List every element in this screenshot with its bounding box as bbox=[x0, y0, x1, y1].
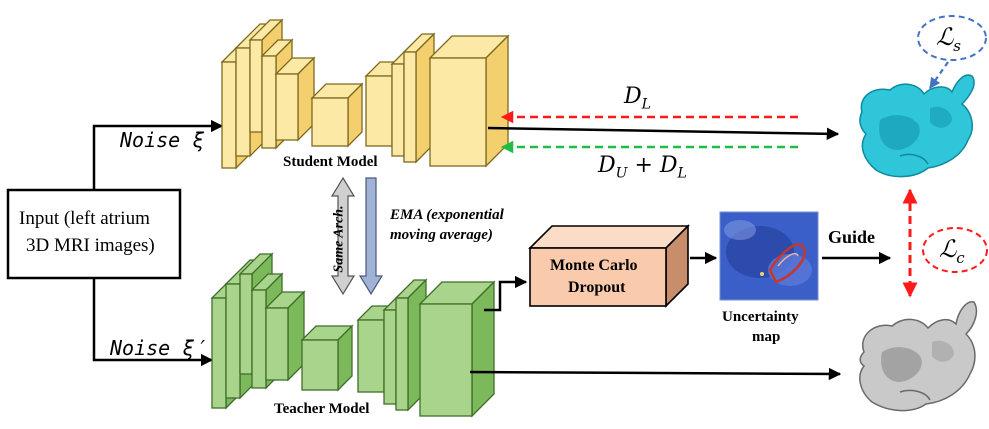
dropout-label-line1: Monte Carlo bbox=[550, 257, 638, 274]
dropout-label-line2: Dropout bbox=[568, 279, 626, 296]
teacher-model-label: Teacher Model bbox=[274, 401, 370, 417]
student-model-label: Student Model bbox=[283, 154, 378, 170]
ema-label-line2: moving average) bbox=[390, 227, 493, 243]
input-connectors bbox=[92, 119, 224, 367]
dropout-box bbox=[528, 224, 690, 308]
guide-label: Guide bbox=[828, 227, 876, 247]
input-label-line1: Input (left atrium bbox=[19, 208, 150, 229]
teacher-layer bbox=[418, 280, 496, 418]
input-label-line2: 3D MRI images) bbox=[26, 235, 155, 256]
dl-label: DL bbox=[624, 84, 651, 113]
same-arch-arrow bbox=[330, 176, 356, 296]
student-network bbox=[220, 18, 510, 170]
student-output-shape bbox=[859, 74, 975, 178]
uncertainty-label-line1: Uncertainty bbox=[722, 309, 799, 325]
lc-ellipse bbox=[922, 227, 988, 273]
student-layer bbox=[428, 34, 510, 168]
uncertainty-label-line2: map bbox=[752, 329, 781, 345]
uncertainty-map-image bbox=[719, 211, 819, 301]
ema-label-line1: EMA (exponential bbox=[390, 207, 504, 223]
ema-arrow bbox=[358, 177, 384, 296]
to-dropout-arrow bbox=[484, 275, 528, 312]
du-dl-label: DU + DL bbox=[598, 153, 687, 182]
ls-arrow bbox=[929, 61, 949, 89]
input-box bbox=[6, 188, 182, 280]
lc-label: ℒc bbox=[939, 235, 965, 267]
ls-label: ℒs bbox=[936, 23, 961, 55]
teacher-layer bbox=[300, 324, 354, 392]
noise-student-label: Noise ξ bbox=[120, 128, 205, 152]
student-layer bbox=[274, 56, 316, 142]
ls-ellipse bbox=[917, 15, 987, 61]
teacher-network bbox=[210, 252, 496, 418]
teacher-output-shape bbox=[859, 301, 978, 412]
same-arch-label: Same Arch. bbox=[331, 205, 347, 273]
noise-teacher-label: Noise ξ′ bbox=[110, 336, 207, 360]
student-layer bbox=[310, 82, 364, 148]
teacher-output-arrow bbox=[469, 367, 842, 381]
teacher-layer bbox=[264, 290, 306, 382]
student-output-arrow bbox=[487, 126, 840, 141]
